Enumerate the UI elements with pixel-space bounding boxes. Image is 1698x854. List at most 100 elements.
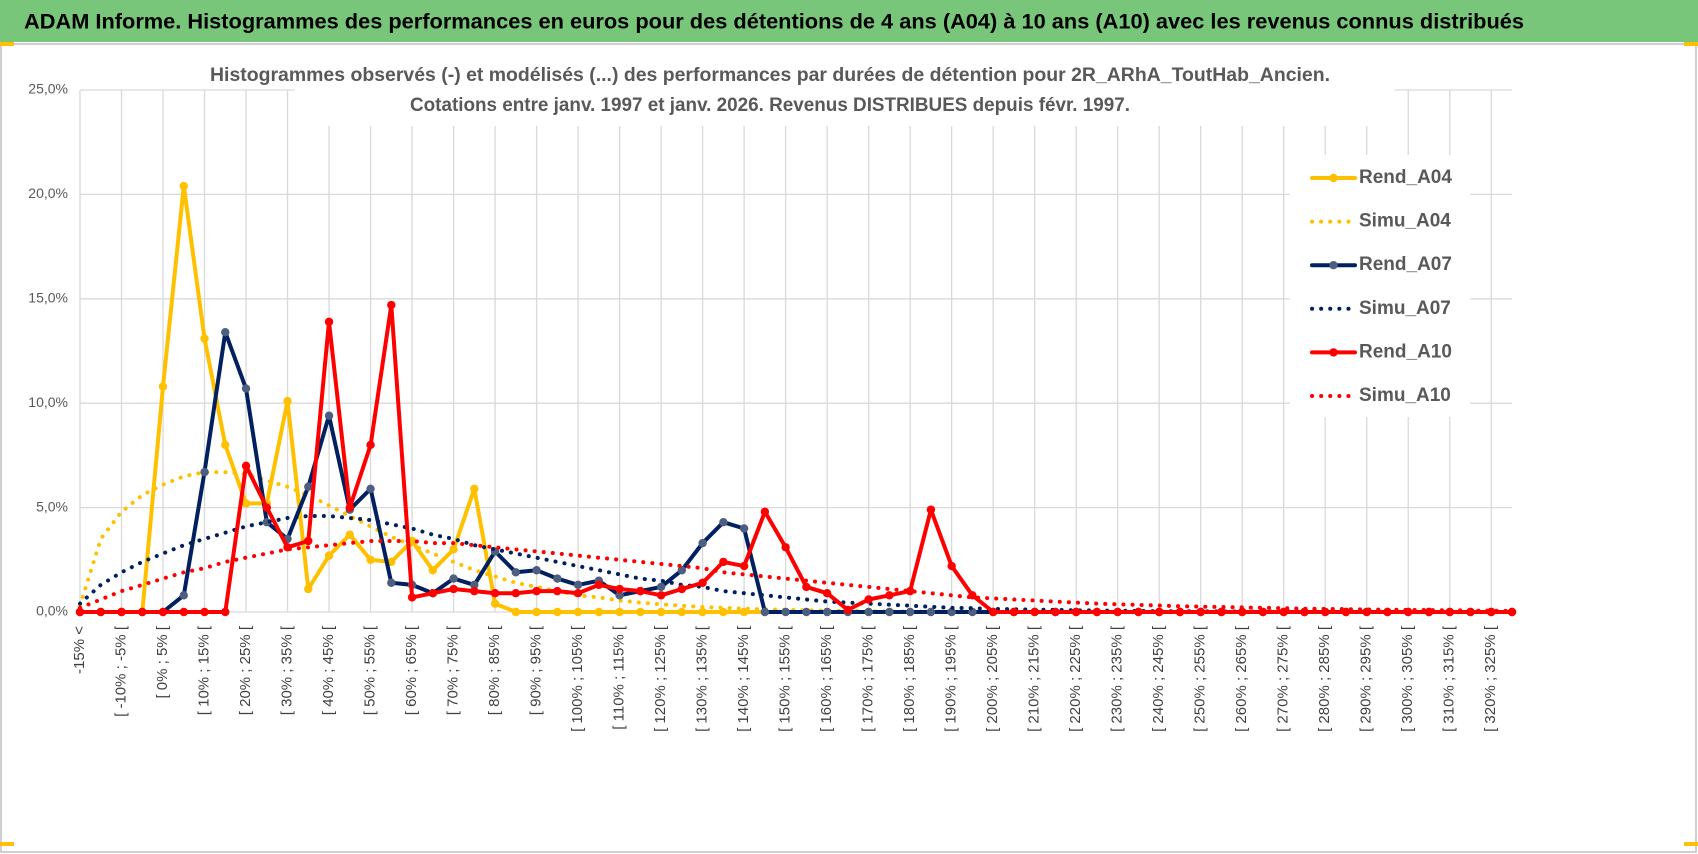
point xyxy=(615,591,624,600)
point xyxy=(636,607,645,617)
point xyxy=(428,566,438,575)
point xyxy=(573,607,583,617)
point xyxy=(636,586,645,596)
x-tick-label: [ 60% ; 65% [ xyxy=(403,625,420,715)
point xyxy=(221,328,230,337)
point xyxy=(366,555,375,564)
point xyxy=(221,440,230,450)
y-tick-label: 5,0% xyxy=(36,498,68,514)
point xyxy=(822,607,832,617)
header-title: ADAM Informe. Histogrammes des performan… xyxy=(24,11,1524,34)
x-tick-label: [ -10% ; -5% [ xyxy=(112,625,129,717)
point xyxy=(1217,607,1226,617)
point xyxy=(885,591,894,600)
point xyxy=(698,607,707,617)
x-tick-label: [ 200% ; 205% [ xyxy=(984,625,1001,732)
point xyxy=(366,484,375,494)
x-tick-label: [ 40% ; 45% [ xyxy=(320,625,337,715)
point xyxy=(698,578,707,587)
point xyxy=(324,317,334,326)
point xyxy=(470,586,479,596)
legend-marker xyxy=(1329,348,1338,357)
x-tick-label: [ 130% ; 135% [ xyxy=(694,625,711,732)
point xyxy=(324,411,334,420)
point xyxy=(241,499,251,508)
x-tick-label: [ 20% ; 25% [ xyxy=(237,625,254,715)
point xyxy=(677,566,687,575)
point xyxy=(304,584,313,594)
point xyxy=(1009,607,1019,617)
point xyxy=(905,586,915,596)
point xyxy=(241,461,251,471)
y-tick-label: 15,0% xyxy=(28,290,68,306)
point xyxy=(760,507,770,516)
point xyxy=(656,591,666,600)
x-tick-label: [ 300% ; 305% [ xyxy=(1399,625,1416,732)
point xyxy=(283,396,292,406)
point xyxy=(200,334,209,343)
point xyxy=(1279,607,1288,617)
point xyxy=(262,503,271,512)
point xyxy=(553,586,562,596)
point xyxy=(615,607,624,617)
point xyxy=(511,568,521,577)
point xyxy=(781,543,790,552)
point xyxy=(656,607,666,617)
legend-label: Rend_A10 xyxy=(1359,341,1452,362)
point xyxy=(241,384,251,393)
point xyxy=(739,524,749,533)
point xyxy=(158,607,168,617)
point xyxy=(532,586,541,596)
point xyxy=(387,300,396,310)
point xyxy=(1341,607,1351,617)
point xyxy=(345,503,354,512)
x-tick-label: [ 80% ; 85% [ xyxy=(486,625,503,715)
point xyxy=(594,607,604,617)
point xyxy=(822,589,832,598)
point xyxy=(677,584,687,594)
point xyxy=(988,607,998,617)
x-tick-label: [ 110% ; 115% [ xyxy=(611,625,628,730)
point xyxy=(96,607,105,617)
point xyxy=(885,607,894,617)
point xyxy=(1154,607,1164,617)
x-tick-label: [ 190% ; 195% [ xyxy=(943,625,960,732)
x-tick-label: [ 10% ; 15% [ xyxy=(195,625,212,715)
point xyxy=(449,545,458,554)
point xyxy=(75,607,85,617)
point xyxy=(781,607,790,617)
point xyxy=(532,607,541,617)
x-tick-label: [ 250% ; 255% [ xyxy=(1192,625,1209,732)
y-tick-label: 20,0% xyxy=(28,185,68,201)
point xyxy=(200,467,209,477)
point xyxy=(179,591,188,600)
legend-label: Simu_A04 xyxy=(1359,211,1451,232)
point xyxy=(324,551,334,560)
point xyxy=(1175,607,1185,617)
point xyxy=(1092,607,1102,617)
point xyxy=(802,582,811,592)
header-bar xyxy=(0,0,1698,42)
legend-label: Rend_A04 xyxy=(1359,167,1452,188)
point xyxy=(511,589,521,598)
point xyxy=(719,518,728,527)
x-tick-label: [ 120% ; 125% [ xyxy=(652,625,669,732)
x-tick-label: [ 220% ; 225% [ xyxy=(1067,625,1084,732)
point xyxy=(719,607,728,617)
point xyxy=(1196,607,1205,617)
point xyxy=(864,607,873,617)
point xyxy=(511,607,521,617)
point xyxy=(138,607,147,617)
point xyxy=(449,574,458,583)
point xyxy=(470,484,479,494)
point xyxy=(573,580,583,590)
legend-marker xyxy=(1329,173,1338,183)
point xyxy=(345,530,354,539)
x-tick-label: [ 310% ; 315% [ xyxy=(1441,625,1458,732)
point xyxy=(698,538,707,548)
point xyxy=(926,607,936,617)
point xyxy=(366,440,375,450)
point xyxy=(1507,607,1517,617)
x-tick-label: [ 100% ; 105% [ xyxy=(569,625,586,732)
